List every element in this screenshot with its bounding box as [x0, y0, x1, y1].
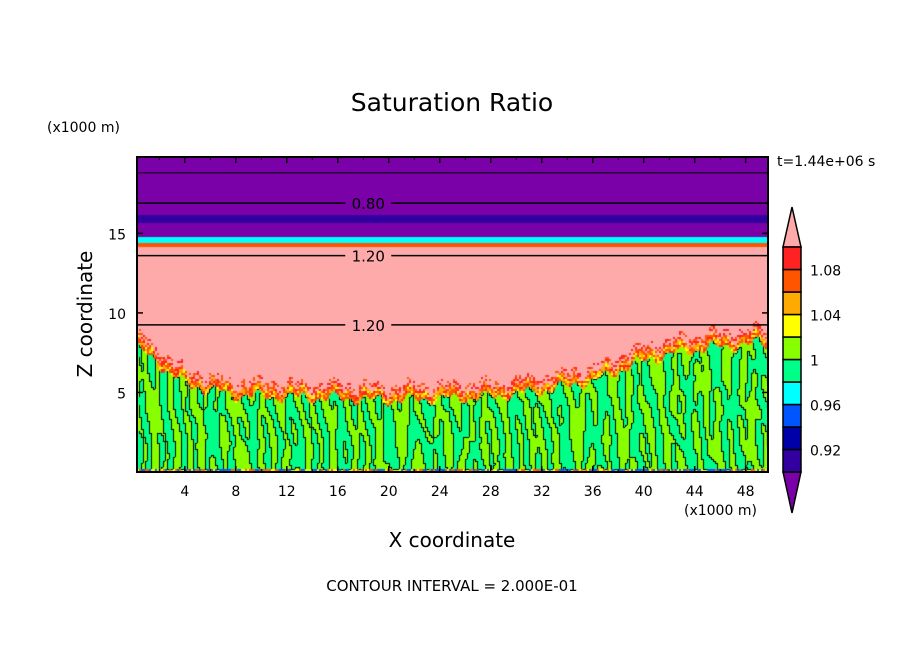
x-tick-label: 28 [482, 484, 500, 500]
x-tick-label: 20 [380, 484, 398, 500]
contour-label: 1.20 [352, 317, 385, 335]
x-tick-label: 8 [231, 484, 240, 500]
colorbar-box [782, 426, 802, 451]
x-tick-label: 32 [533, 484, 551, 500]
colorbar-label: 0.92 [810, 444, 841, 460]
z-units-label: (x1000 m) [47, 120, 120, 136]
colorbar-box [782, 381, 802, 406]
x-tick-label: 16 [329, 484, 347, 500]
x-tick-label: 4 [180, 484, 189, 500]
time-label: t=1.44e+06 s [777, 154, 876, 170]
chart-title: Saturation Ratio [350, 88, 554, 117]
colorbar-box [782, 448, 802, 473]
z-tick-label: 5 [117, 386, 126, 402]
x-tick-label: 12 [278, 484, 296, 500]
colorbar-box [782, 268, 802, 293]
colorbar-label: 1 [810, 354, 819, 370]
colorbar-box [782, 358, 802, 383]
x-tick-label: 40 [635, 484, 653, 500]
contour-label: 1.20 [352, 248, 385, 266]
colorbar-box [782, 336, 802, 361]
z-tick-label: 10 [108, 307, 126, 323]
colorbar-label: 0.96 [810, 399, 841, 415]
colorbar-box [782, 291, 802, 316]
colorbar-extend-bottom [782, 471, 802, 514]
z-tick-label: 15 [108, 227, 126, 243]
x-tick-label: 48 [737, 484, 755, 500]
colorbar-extend-top [782, 206, 802, 248]
colorbar-label: 1.08 [810, 264, 841, 280]
saturation-ratio-field [137, 157, 768, 472]
x-tick-label: 24 [431, 484, 449, 500]
x-tick-label: 44 [686, 484, 704, 500]
colorbar-box [782, 246, 802, 271]
x-tick-label: 36 [584, 484, 602, 500]
contour-label: 0.80 [352, 195, 385, 213]
plot-frame [136, 156, 769, 473]
x-units-label: (x1000 m) [684, 503, 757, 519]
colorbar-box [782, 403, 802, 428]
contour-interval-label: CONTOUR INTERVAL = 2.000E-01 [326, 577, 578, 595]
colorbar-box [782, 313, 802, 338]
colorbar-label: 1.04 [810, 309, 841, 325]
x-axis-label: X coordinate [388, 528, 516, 552]
